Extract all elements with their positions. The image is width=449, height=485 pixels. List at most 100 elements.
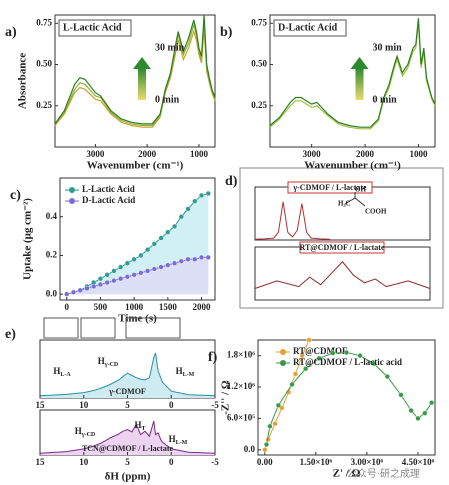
y-tick-label: 0.25 xyxy=(36,100,52,110)
series-line xyxy=(264,339,310,450)
marker xyxy=(408,407,414,414)
marker xyxy=(131,272,137,278)
legend-label: L-Lactic Acid xyxy=(82,184,135,194)
structure-box xyxy=(125,317,181,339)
series-line xyxy=(269,18,436,128)
y-axis-label: Absorbance xyxy=(17,53,29,109)
x-tick-label: 4.50×10⁶ xyxy=(402,457,435,467)
subplot-title: γ-CDMOF xyxy=(108,387,146,396)
y-tick-label: 0.75 xyxy=(36,17,52,27)
series-line xyxy=(66,193,209,295)
marker xyxy=(145,247,151,253)
marker xyxy=(279,405,285,411)
series-line xyxy=(66,256,209,295)
plot-frame xyxy=(59,177,216,301)
marker xyxy=(192,256,198,262)
y-tick-label: 6.0×10⁵ xyxy=(227,412,255,422)
marker xyxy=(275,402,282,408)
marker xyxy=(185,256,191,262)
subplot-frame xyxy=(254,246,431,301)
x-tick-label: -5 xyxy=(211,400,219,410)
peak-label-sub: γ-CD xyxy=(104,362,119,368)
x-tick-label: 3000 xyxy=(303,149,322,159)
chart-title: D-Lactic Acid xyxy=(278,22,338,33)
x-tick-label: 2000 xyxy=(138,149,157,159)
x-tick-label: 5 xyxy=(125,457,130,467)
x-tick-label: 3000 xyxy=(86,149,105,159)
peak-label: HL-A xyxy=(53,366,71,378)
arrow-head xyxy=(133,57,151,69)
marker xyxy=(306,337,312,343)
y-tick-label: 0.50 xyxy=(251,59,267,69)
marker xyxy=(415,415,421,422)
arrow-head xyxy=(350,57,369,69)
peak-label: Hγ-CD xyxy=(98,356,119,368)
marker xyxy=(316,355,322,361)
marker xyxy=(398,392,404,398)
structure-label: H₃C xyxy=(338,200,351,208)
title-box xyxy=(58,19,132,37)
x-tick-label: 5 xyxy=(125,400,130,410)
peak-label: HT xyxy=(134,420,145,432)
x-tick-label: 1000 xyxy=(409,149,428,159)
subplot-title-box xyxy=(299,241,385,254)
x-axis-label: Wavenumber (cm⁻¹) xyxy=(87,160,184,172)
x-tick-label: 0 xyxy=(169,457,174,467)
subplot-title: TCN@CDMOF / L-lactate xyxy=(82,444,174,453)
peak-label: HL-M xyxy=(169,434,188,446)
marker xyxy=(263,441,270,448)
plot-frame xyxy=(54,14,216,148)
marker xyxy=(171,223,178,230)
x-axis-label: δH (ppm) xyxy=(105,471,151,483)
peak-label-sub: L-A xyxy=(60,372,71,378)
legend-label: RT@CDMOF / L-lactic acid xyxy=(293,357,402,367)
spectrum xyxy=(39,420,216,454)
marker xyxy=(124,260,130,266)
marker xyxy=(384,373,390,380)
structure-box xyxy=(80,317,116,339)
marker xyxy=(97,281,104,288)
arrow-shaft xyxy=(138,68,146,100)
structure-label: OH xyxy=(355,186,366,194)
marker xyxy=(97,276,104,282)
peak-label: Hγ-CD xyxy=(75,426,96,438)
x-tick-label: 15 xyxy=(36,457,46,467)
marker xyxy=(158,264,164,270)
marker xyxy=(145,268,151,274)
marker xyxy=(118,276,124,282)
marker xyxy=(77,287,83,293)
marker xyxy=(91,283,97,290)
marker xyxy=(165,229,171,235)
x-axis-label: Z' / Ω xyxy=(333,468,361,480)
marker xyxy=(428,400,435,406)
marker xyxy=(178,214,184,220)
subplot-title: RT@CDMOF / L-lactate xyxy=(299,243,385,252)
x-tick-label: 0 xyxy=(64,302,69,312)
series-line xyxy=(269,23,436,130)
x-tick-label: 0.00 xyxy=(257,457,273,467)
marker xyxy=(192,198,198,204)
marker xyxy=(272,421,278,427)
area xyxy=(40,421,215,455)
plot-frame xyxy=(269,14,436,148)
x-tick-label: 10 xyxy=(79,457,89,467)
structure-box xyxy=(43,317,79,339)
marker xyxy=(158,235,164,241)
panel-d-box xyxy=(239,167,444,309)
panel-label: e) xyxy=(5,327,16,342)
marker xyxy=(343,349,350,356)
marker xyxy=(70,289,77,295)
x-tick-label: 500 xyxy=(94,302,108,312)
peak-label-base: H xyxy=(53,366,60,376)
x-tick-label: 0 xyxy=(169,400,174,410)
marker xyxy=(118,264,124,270)
peak-label-base: H xyxy=(134,420,141,430)
x-tick-label: 2000 xyxy=(356,149,375,159)
panel-label: b) xyxy=(220,25,233,40)
spectrum xyxy=(39,352,216,397)
peak-label-sub: γ-CD xyxy=(81,432,96,438)
structure-bond xyxy=(344,192,366,207)
arrow-shaft xyxy=(355,68,364,100)
peak-label-sub: T xyxy=(142,426,146,432)
y-tick-label: 0.0 xyxy=(244,444,256,454)
